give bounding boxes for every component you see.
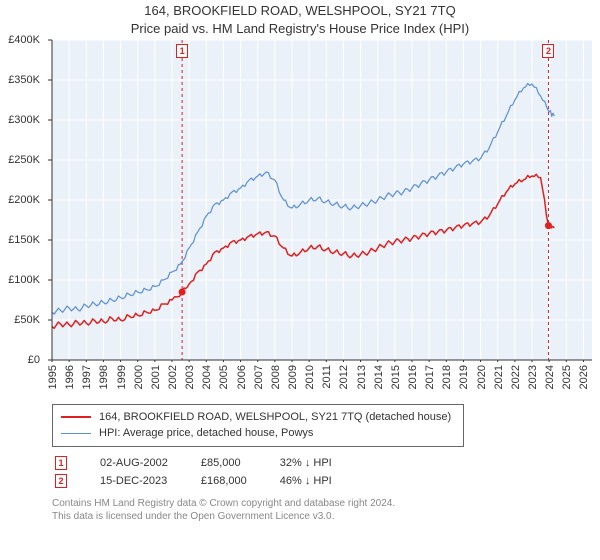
x-tick-label: 2019 xyxy=(458,365,470,389)
chart-title-2: Price paid vs. HM Land Registry's House … xyxy=(0,21,600,36)
legend-swatch xyxy=(61,416,91,418)
x-tick-label: 2004 xyxy=(201,365,213,389)
sale-date: 15-DEC-2023 xyxy=(99,473,198,489)
x-tick-label: 2016 xyxy=(407,365,419,389)
x-tick-label: 2015 xyxy=(390,365,402,389)
x-tick-label: 2008 xyxy=(270,365,282,389)
x-tick-label: 2025 xyxy=(561,365,573,389)
x-tick-label: 2021 xyxy=(493,365,505,389)
x-tick-label: 2010 xyxy=(304,365,316,389)
x-tick-label: 2024 xyxy=(544,365,556,389)
legend-label: 164, BROOKFIELD ROAD, WELSHPOOL, SY21 7T… xyxy=(99,411,451,423)
legend-swatch xyxy=(61,433,91,434)
chart-legend: 164, BROOKFIELD ROAD, WELSHPOOL, SY21 7T… xyxy=(52,404,464,447)
x-tick-label: 2001 xyxy=(150,365,162,389)
attribution-line-2: This data is licensed under the Open Gov… xyxy=(52,510,600,523)
x-tick-label: 2020 xyxy=(476,365,488,389)
sale-price: £85,000 xyxy=(200,455,277,471)
x-tick-label: 1999 xyxy=(116,365,128,389)
legend-item: 164, BROOKFIELD ROAD, WELSHPOOL, SY21 7T… xyxy=(61,409,455,425)
sale-date: 02-AUG-2002 xyxy=(99,455,198,471)
x-tick-label: 2023 xyxy=(527,365,539,389)
legend-item: HPI: Average price, detached house, Powy… xyxy=(61,425,455,441)
sale-index: 1 xyxy=(55,456,67,470)
attribution-line-1: Contains HM Land Registry data © Crown c… xyxy=(52,497,600,510)
table-row: 1 02-AUG-2002£85,00032% ↓ HPI xyxy=(54,455,362,471)
x-tick-label: 2022 xyxy=(510,365,522,389)
x-tick-label: 2003 xyxy=(184,365,196,389)
x-tick-label: 2000 xyxy=(133,365,145,389)
x-tick-label: 1997 xyxy=(81,365,93,389)
x-tick-label: 2002 xyxy=(167,365,179,389)
x-tick-label: 2018 xyxy=(441,365,453,389)
x-tick-label: 1995 xyxy=(47,365,59,389)
attribution: Contains HM Land Registry data © Crown c… xyxy=(52,497,600,523)
sale-diff: 32% ↓ HPI xyxy=(279,455,362,471)
legend-label: HPI: Average price, detached house, Powy… xyxy=(99,427,313,439)
chart-plot: £0£50K£100K£150K£200K£250K£300K£350K£400… xyxy=(0,36,592,398)
x-tick-label: 1996 xyxy=(64,365,76,389)
sales-table: 1 02-AUG-2002£85,00032% ↓ HPI 2 15-DEC-2023… xyxy=(52,453,364,491)
chart-title-1: 164, BROOKFIELD ROAD, WELSHPOOL, SY21 7T… xyxy=(0,3,600,18)
x-tick-label: 2012 xyxy=(338,365,350,389)
sale-index: 2 xyxy=(55,474,67,488)
x-tick-label: 2017 xyxy=(424,365,436,389)
event-marker-2: 2 xyxy=(542,44,554,58)
x-tick-label: 2005 xyxy=(218,365,230,389)
sale-price: £168,000 xyxy=(200,473,277,489)
x-tick-label: 2013 xyxy=(356,365,368,389)
table-row: 2 15-DEC-2023£168,00046% ↓ HPI xyxy=(54,473,362,489)
x-tick-label: 2006 xyxy=(236,365,248,389)
x-tick-label: 1998 xyxy=(98,365,110,389)
x-tick-label: 2014 xyxy=(373,365,385,389)
x-tick-label: 2009 xyxy=(287,365,299,389)
x-tick-label: 2007 xyxy=(253,365,265,389)
sale-diff: 46% ↓ HPI xyxy=(279,473,362,489)
event-marker-1: 1 xyxy=(176,44,188,58)
x-tick-label: 2011 xyxy=(321,365,333,389)
x-tick-label: 2026 xyxy=(578,365,590,389)
